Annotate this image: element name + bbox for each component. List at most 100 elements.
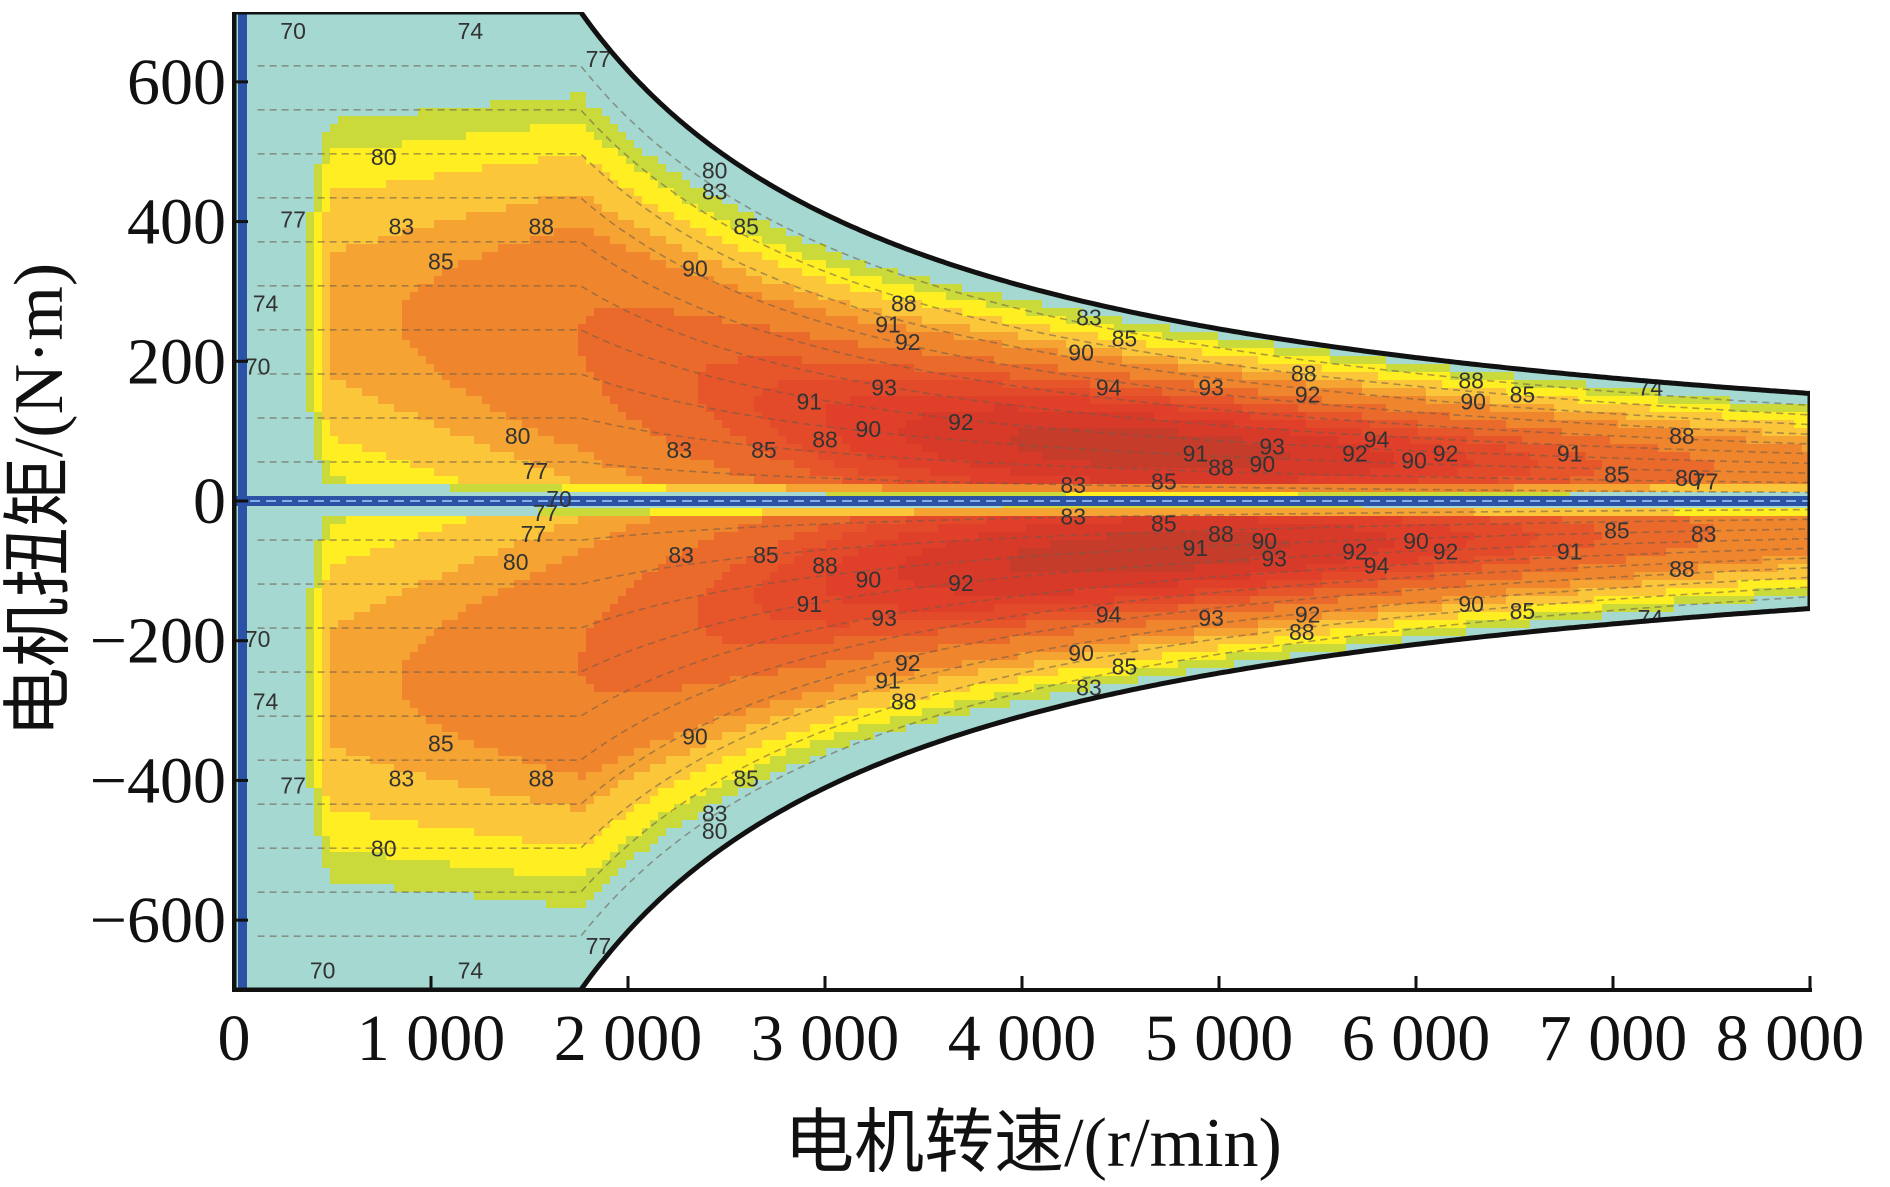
- fill-cell: [546, 316, 555, 325]
- fill-cell: [498, 924, 507, 933]
- fill-cell: [394, 108, 403, 117]
- fill-cell: [354, 732, 363, 741]
- fill-cell: [442, 588, 451, 597]
- fill-cell: [410, 252, 419, 261]
- fill-cell: [338, 396, 347, 405]
- fill-cell: [418, 556, 427, 565]
- fill-cell: [362, 292, 371, 301]
- fill-cell: [474, 316, 483, 325]
- fill-cell: [306, 196, 315, 205]
- fill-cell: [378, 564, 387, 573]
- fill-cell: [362, 716, 371, 725]
- fill-cell: [458, 188, 467, 197]
- fill-cell: [434, 604, 443, 613]
- fill-cell: [514, 900, 523, 909]
- fill-cell: [474, 436, 483, 445]
- fill-cell: [418, 268, 427, 277]
- fill-cell: [258, 140, 267, 149]
- fill-cell: [426, 332, 435, 341]
- fill-cell: [322, 780, 331, 789]
- fill-cell: [458, 540, 467, 549]
- fill-cell: [538, 916, 547, 925]
- fill-cell: [394, 36, 403, 45]
- fill-cell: [418, 292, 427, 301]
- fill-cell: [434, 396, 443, 405]
- fill-cell: [482, 188, 491, 197]
- fill-cell: [266, 404, 275, 413]
- fill-cell: [282, 140, 291, 149]
- fill-cell: [266, 532, 275, 541]
- fill-cell: [498, 596, 507, 605]
- fill-cell: [506, 28, 515, 37]
- fill-cell: [434, 876, 443, 885]
- fill-cell: [370, 124, 379, 133]
- fill-cell: [370, 28, 379, 37]
- fill-cell: [538, 572, 547, 581]
- fill-cell: [442, 284, 451, 293]
- fill-cell: [490, 68, 499, 77]
- fill-cell: [546, 148, 555, 157]
- fill-cell: [450, 772, 459, 781]
- fill-cell: [250, 284, 259, 293]
- fill-cell: [506, 644, 515, 653]
- fill-cell: [450, 564, 459, 573]
- fill-cell: [290, 772, 299, 781]
- fill-cell: [274, 156, 283, 165]
- fill-cell: [306, 140, 315, 149]
- fill-cell: [282, 644, 291, 653]
- fill-cell: [474, 20, 483, 29]
- fill-cell: [274, 180, 283, 189]
- fill-cell: [394, 588, 403, 597]
- fill-cell: [290, 132, 299, 141]
- fill-cell: [314, 28, 323, 37]
- fill-cell: [274, 932, 283, 941]
- fill-cell: [346, 836, 355, 845]
- fill-cell: [330, 460, 339, 469]
- fill-cell: [458, 12, 467, 21]
- fill-cell: [354, 548, 363, 557]
- fill-cell: [410, 796, 419, 805]
- fill-cell: [274, 28, 283, 37]
- fill-cell: [370, 324, 379, 333]
- fill-cell: [282, 692, 291, 701]
- fill-cell: [330, 76, 339, 85]
- fill-cell: [362, 476, 371, 485]
- fill-cell: [506, 460, 515, 469]
- fill-cell: [482, 628, 491, 637]
- fill-cell: [298, 724, 307, 733]
- fill-cell: [458, 380, 467, 389]
- fill-cell: [474, 748, 483, 757]
- fill-cell: [410, 220, 419, 229]
- fill-cell: [314, 188, 323, 197]
- fill-cell: [290, 676, 299, 685]
- fill-cell: [370, 468, 379, 477]
- fill-cell: [514, 660, 523, 669]
- fill-cell: [466, 556, 475, 565]
- fill-cell: [306, 252, 315, 261]
- fill-cell: [338, 332, 347, 341]
- fill-cell: [266, 276, 275, 285]
- fill-cell: [466, 804, 475, 813]
- fill-cell: [282, 204, 291, 213]
- fill-cell: [450, 508, 459, 517]
- fill-cell: [266, 564, 275, 573]
- fill-cell: [514, 852, 523, 861]
- fill-cell: [410, 212, 419, 221]
- fill-cell: [378, 548, 387, 557]
- fill-cell: [322, 908, 331, 917]
- fill-cell: [298, 188, 307, 197]
- fill-cell: [362, 20, 371, 29]
- fill-cell: [442, 236, 451, 245]
- fill-cell: [530, 940, 539, 949]
- fill-cell: [290, 124, 299, 133]
- fill-cell: [338, 316, 347, 325]
- fill-cell: [490, 428, 499, 437]
- fill-cell: [434, 548, 443, 557]
- fill-cell: [346, 740, 355, 749]
- fill-cell: [386, 508, 395, 517]
- fill-cell: [498, 604, 507, 613]
- fill-cell: [250, 356, 259, 365]
- fill-cell: [362, 220, 371, 229]
- fill-cell: [482, 748, 491, 757]
- fill-cell: [402, 628, 411, 637]
